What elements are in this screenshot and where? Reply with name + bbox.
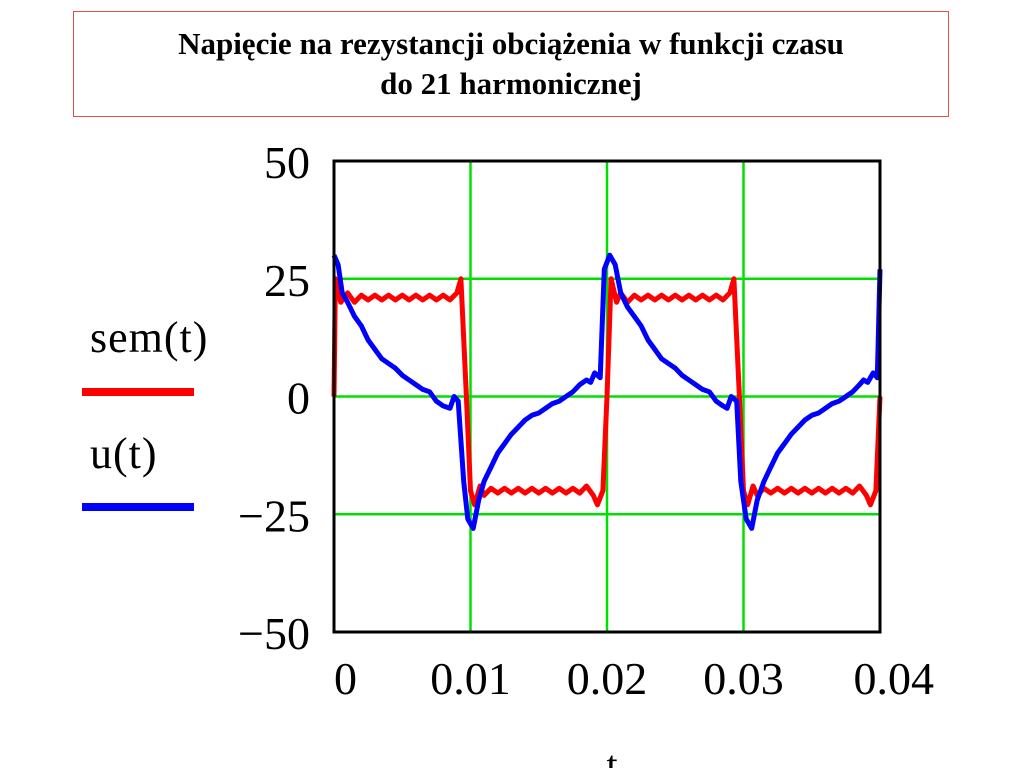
x-tick-label-2: 0.02	[567, 653, 648, 704]
x-tick-label-4: 0.04	[854, 653, 935, 704]
series-line-1	[331, 252, 883, 531]
series-line-0	[331, 276, 883, 508]
x-tick-label-1: 0.01	[430, 653, 511, 704]
y-tick-label-3: −25	[238, 490, 310, 541]
y-tick-label-1: 25	[264, 255, 310, 306]
x-tick-label-3: 0.03	[703, 653, 784, 704]
legend-label-sem: sem(t)	[90, 313, 209, 362]
legend-line-sem	[82, 388, 194, 396]
y-tick-label-2: 0	[287, 373, 310, 424]
y-tick-label-0: 50	[264, 137, 310, 188]
legend-line-u	[82, 503, 194, 511]
x-tick-label-0: 0	[334, 653, 357, 704]
chart-title: Napięcie na rezystancji obciążenia w fun…	[73, 11, 949, 117]
chart-title-line-1: Napięcie na rezystancji obciążenia w fun…	[178, 26, 844, 61]
chart-title-line-2: do 21 harmonicznej	[380, 66, 642, 101]
plot-frame	[332, 159, 882, 634]
y-tick-label-4: −50	[238, 608, 310, 659]
x-axis-label: t	[606, 742, 617, 768]
legend-label-u: u(t)	[90, 429, 158, 478]
